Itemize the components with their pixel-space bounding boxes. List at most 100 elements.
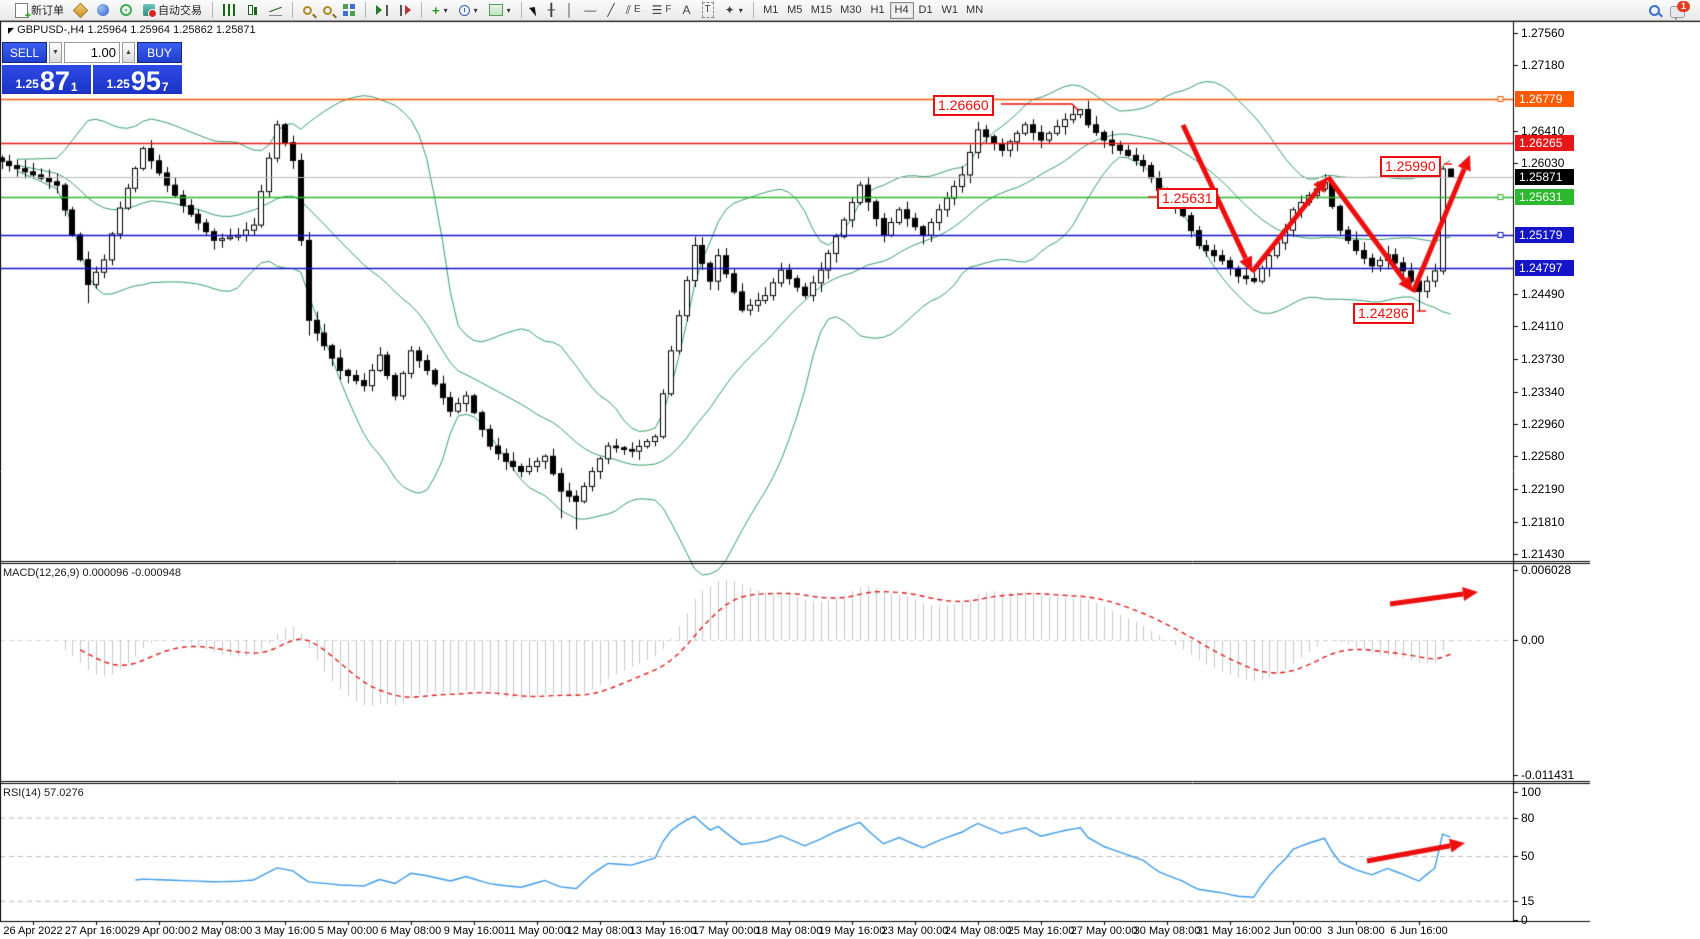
indicators-icon: + — [432, 2, 440, 18]
trendline-icon: ╱ — [607, 3, 615, 17]
fibonacci-icon: ☰ — [651, 3, 663, 17]
toolbar-separator — [421, 2, 422, 18]
terminal-button[interactable] — [115, 1, 137, 20]
buy-price-pip: 7 — [161, 80, 169, 94]
toolbar-separator — [752, 2, 754, 18]
crosshair-icon: ╂ — [547, 3, 555, 17]
chart-title-marker-icon: ◤ — [8, 26, 15, 35]
arrows-tool-button[interactable]: ✦ ▾ — [720, 1, 748, 20]
sell-price-display[interactable]: 1.25 87 1 — [2, 65, 91, 96]
buy-price-big: 95 — [130, 66, 161, 96]
chart-shift-button[interactable] — [371, 1, 393, 20]
channel-icon: ⫽ — [625, 3, 631, 17]
toolbar-separator — [212, 2, 213, 18]
sell-button[interactable]: SELL — [2, 42, 47, 63]
autotrading-label: 自动交易 — [158, 5, 202, 17]
cursor-tool-button[interactable] — [527, 1, 542, 20]
timeframe-m5-button[interactable]: M5 — [783, 2, 807, 19]
cursor-icon — [528, 4, 540, 16]
autotrading-icon — [143, 4, 157, 18]
new-order-label: 新订单 — [31, 5, 64, 17]
template-icon — [488, 4, 503, 16]
buy-price-display[interactable]: 1.25 95 7 — [93, 65, 182, 96]
chart-title-text: GBPUSD-,H4 1.25964 1.25964 1.25862 1.258… — [17, 24, 256, 36]
sell-price-big: 87 — [39, 66, 70, 96]
periods-button[interactable]: ▾ — [454, 1, 483, 20]
auto-scroll-button[interactable] — [394, 1, 416, 20]
horizontal-line-icon: — — [584, 3, 597, 17]
bar-chart-mode-button[interactable] — [218, 1, 240, 20]
toolbar-separator — [520, 2, 522, 18]
channel-tool-button[interactable]: ⫽ E — [621, 1, 646, 20]
text-icon: A — [682, 3, 691, 17]
market-watch-button[interactable] — [70, 1, 91, 20]
caret-up-icon: ▲ — [125, 49, 132, 56]
zoom-in-icon — [303, 5, 312, 15]
buy-price-prefix: 1.25 — [106, 77, 130, 91]
buy-button[interactable]: BUY — [137, 42, 182, 63]
templates-button[interactable]: ▾ — [484, 1, 516, 20]
candle-chart-mode-button[interactable] — [241, 1, 263, 20]
toolbar-separator — [365, 2, 366, 18]
bar-chart-icon — [223, 4, 235, 16]
timeframe-m30-button[interactable]: M30 — [836, 2, 865, 19]
timeframe-d1-button[interactable]: D1 — [914, 2, 938, 19]
auto-scroll-icon — [405, 5, 411, 15]
auto-scroll-bar-icon — [400, 4, 402, 16]
timeframe-w1-button[interactable]: W1 — [938, 2, 963, 19]
line-chart-icon — [269, 4, 282, 16]
text-tool-button[interactable]: A — [678, 1, 696, 20]
chevron-down-icon: ▾ — [738, 5, 743, 15]
tile-windows-icon — [343, 4, 355, 16]
clock-icon — [458, 4, 470, 16]
candlestick-chart-icon — [246, 4, 258, 16]
timeframe-mn-button[interactable]: MN — [962, 2, 987, 19]
fibonacci-tool-button[interactable]: ☰ F — [647, 1, 677, 20]
chart-title: ◤ GBPUSD-,H4 1.25964 1.25964 1.25862 1.25… — [8, 24, 256, 36]
vertical-line-icon: │ — [565, 3, 574, 17]
timeframe-h4-button[interactable]: H4 — [889, 1, 914, 19]
zoom-out-icon — [323, 5, 332, 15]
volume-decrease-button[interactable]: ▼ — [49, 42, 62, 63]
tile-windows-button[interactable] — [338, 1, 360, 20]
horizontal-line-tool-button[interactable]: — — [579, 1, 601, 20]
fibonacci-letter: F — [665, 4, 672, 15]
crosshair-tool-button[interactable]: ╂ — [543, 1, 560, 20]
arrows-icon: ✦ — [724, 3, 735, 17]
text-label-tool-button[interactable]: T — [697, 1, 719, 20]
chat-button[interactable]: 1 — [1670, 0, 1690, 21]
line-chart-mode-button[interactable] — [264, 1, 287, 20]
volume-input[interactable] — [64, 42, 120, 63]
new-order-icon — [15, 2, 31, 22]
timeframe-m15-button[interactable]: M15 — [807, 2, 836, 19]
chart-shift-icon — [376, 5, 382, 15]
vertical-line-tool-button[interactable]: │ — [561, 1, 579, 20]
toolbar-separator — [292, 2, 293, 18]
zoom-in-button[interactable] — [298, 1, 317, 20]
zoom-out-button[interactable] — [318, 1, 337, 20]
search-icon[interactable] — [1649, 4, 1660, 16]
autotrading-button[interactable]: 自动交易 — [138, 1, 207, 20]
text-label-icon: T — [701, 2, 714, 18]
navigator-button[interactable] — [92, 1, 114, 20]
market-watch-icon — [72, 2, 89, 18]
notification-badge: 1 — [1677, 0, 1690, 12]
channel-letter: E — [633, 4, 641, 15]
chevron-down-icon: ▾ — [443, 5, 448, 15]
caret-down-icon: ▼ — [52, 49, 59, 56]
volume-increase-button[interactable]: ▲ — [122, 42, 135, 63]
timeframe-m1-button[interactable]: M1 — [759, 2, 783, 19]
navigator-icon — [97, 4, 109, 16]
sell-price-prefix: 1.25 — [15, 77, 39, 91]
main-toolbar: 新订单 自动交易 +▾ ▾ ▾ ╂ │ — ╱ ⫽E ☰F A T ✦▾ — [0, 0, 1700, 22]
chevron-down-icon: ▾ — [473, 5, 478, 15]
chevron-down-icon: ▾ — [506, 5, 511, 15]
trendline-tool-button[interactable]: ╱ — [602, 1, 619, 20]
timeframe-h1-button[interactable]: H1 — [866, 2, 890, 19]
chart-shift-bar-icon — [386, 4, 388, 16]
indicators-button[interactable]: + ▾ — [427, 1, 453, 20]
new-order-button[interactable]: 新订单 — [10, 1, 69, 22]
